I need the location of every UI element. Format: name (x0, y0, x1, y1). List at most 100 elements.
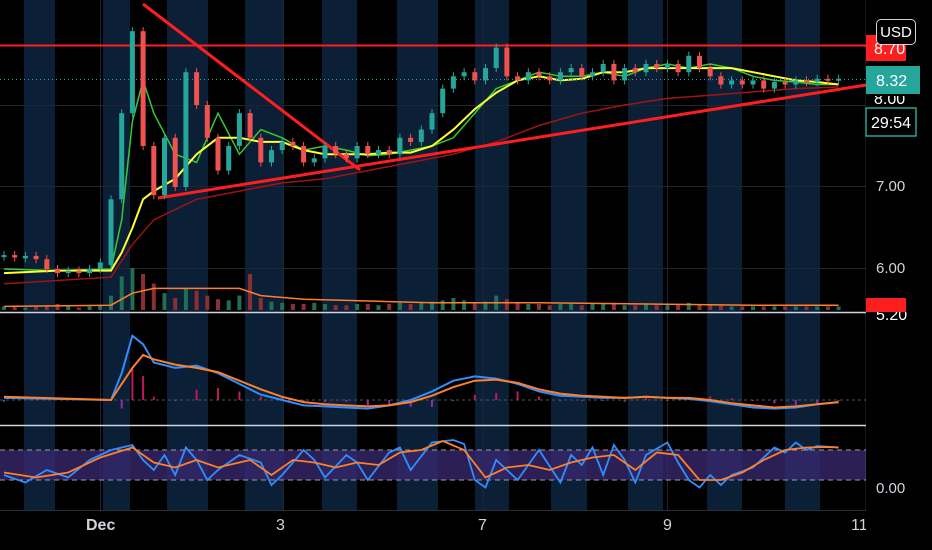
macd-histogram-bar (120, 400, 123, 409)
volume-bar (301, 304, 306, 310)
countdown-label: 29:54 (871, 115, 911, 132)
price-tick-7: 7.00 (876, 178, 905, 195)
volume-bar (109, 295, 113, 310)
macd-histogram-bar (516, 391, 519, 400)
volume-bar (772, 306, 777, 310)
volume-bar (87, 306, 92, 310)
candle-body (643, 64, 649, 73)
volume-bar (761, 306, 766, 310)
date-label-dec: Dec (86, 517, 115, 534)
candle-body (729, 80, 735, 85)
candle-body (258, 137, 264, 163)
candle-body (461, 72, 467, 77)
macd-histogram-bar (452, 400, 455, 401)
candle-body (547, 76, 553, 81)
candle-body (44, 259, 50, 269)
candle-body (493, 47, 499, 69)
volume-bar (205, 295, 210, 310)
candle-body (568, 68, 574, 73)
volume-bar (2, 306, 6, 310)
candle-body (376, 150, 381, 155)
macd-histogram-bar (366, 400, 369, 406)
candle-body (825, 78, 831, 81)
volume-bar (793, 306, 798, 310)
candle-body (450, 76, 456, 89)
macd-histogram-bar (794, 400, 797, 406)
volume-bar (333, 305, 338, 310)
candle-body (429, 113, 435, 130)
candle-body (204, 105, 210, 138)
candlesticks (1, 27, 842, 278)
price-axis[interactable]: 8.70 8.32 8.00 29:54 7.00 6.00 5.20 0.00 (865, 0, 932, 520)
candle-body (333, 146, 339, 155)
volume-bar (729, 306, 734, 310)
candle-body (590, 72, 595, 77)
macd-histogram-bar (217, 388, 219, 400)
volume-bar (323, 304, 327, 310)
session-band (785, 0, 820, 510)
stoch-tick-0: 0.00 (876, 480, 905, 497)
candle-body (761, 80, 767, 89)
candle-body (386, 150, 392, 155)
macd-histogram-bar (709, 396, 712, 400)
candle-body (771, 82, 777, 89)
ma-slow-line (3, 67, 839, 275)
currency-button[interactable]: USD (876, 19, 916, 45)
candle-body (397, 137, 403, 155)
macd-histogram-bar (3, 400, 5, 402)
macd-histogram-bar (409, 400, 412, 407)
candle-body (97, 262, 103, 269)
volume-bar (804, 306, 809, 310)
candle-body (172, 137, 178, 187)
candle-body (664, 64, 670, 69)
date-axis[interactable]: Dec 3 7 9 11 (0, 510, 868, 550)
volume-bar (451, 298, 456, 310)
macd-line (3, 333, 839, 410)
candle-body (440, 88, 446, 114)
candle-body (804, 80, 809, 83)
candle-body (1, 255, 7, 258)
candle-body (622, 68, 628, 81)
volume-bar (654, 305, 659, 310)
ma-long-line (3, 86, 839, 285)
candle-body (707, 68, 713, 77)
candle-body (22, 255, 28, 259)
candle-body (236, 113, 242, 146)
volume-bar (504, 299, 509, 310)
volume-bar (836, 306, 841, 310)
macd-histogram-bar (281, 396, 284, 400)
candle-body (87, 269, 93, 274)
volume-bar (751, 306, 755, 310)
candle-body (194, 72, 200, 105)
volume-bar (376, 305, 381, 310)
volume-bar (162, 293, 167, 310)
candle-body (782, 82, 788, 85)
volume-bar (173, 298, 178, 310)
macd-histogram-bar (195, 389, 198, 400)
volume-bar (483, 301, 488, 310)
candle-body (365, 146, 371, 155)
volume-bar (590, 304, 595, 310)
candle-body (65, 270, 71, 274)
candle-body (472, 72, 478, 81)
session-band (24, 0, 55, 510)
session-band (397, 0, 438, 510)
candle-body (525, 72, 531, 81)
macd-histogram-bar (302, 400, 305, 402)
volume-bar (515, 302, 520, 310)
candle-body (215, 137, 221, 171)
stoch-k-line (3, 439, 839, 489)
candle-body (600, 64, 606, 73)
volume-bar (23, 307, 28, 310)
macd-histogram-bar (602, 400, 605, 401)
session-band (707, 0, 742, 510)
volume-bar (216, 299, 220, 310)
macd-histogram-bar (388, 400, 391, 406)
session-band (475, 0, 509, 510)
candle-body (301, 146, 307, 163)
candle-body (718, 76, 724, 85)
candle-body (108, 199, 114, 265)
volume-bar (633, 305, 638, 310)
candle-body (247, 113, 253, 138)
